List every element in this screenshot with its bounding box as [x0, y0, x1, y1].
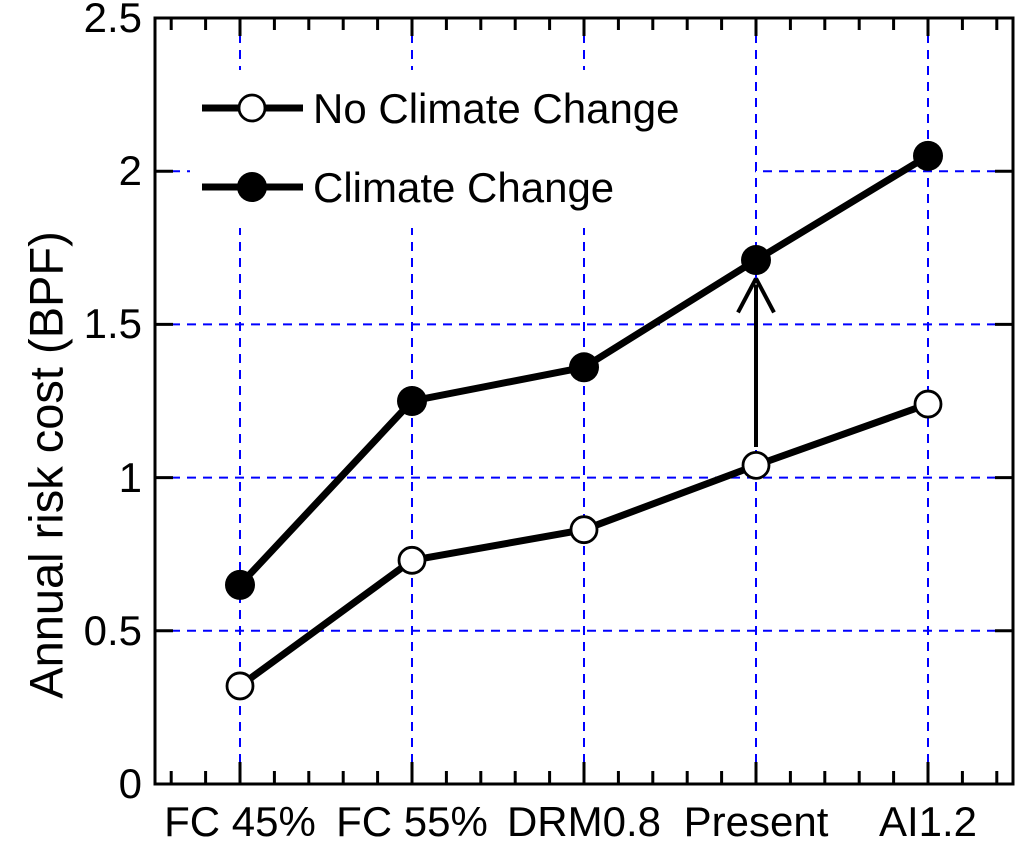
ytick-label-1: 1 [118, 454, 142, 501]
legend-background [190, 70, 755, 228]
data-point [397, 386, 427, 416]
data-point [741, 450, 771, 480]
data-point [397, 545, 427, 575]
ytick-label-0-5: 0.5 [83, 607, 142, 654]
data-point [913, 389, 943, 419]
data-point [569, 515, 599, 545]
ytick-label-2-5: 2.5 [83, 0, 142, 41]
data-point [569, 352, 599, 383]
annotation-arrow-head [736, 277, 758, 314]
xtick-label-drm08: DRM0.8 [506, 798, 662, 845]
data-point [225, 569, 255, 600]
data-point [913, 140, 943, 171]
data-point [741, 245, 771, 276]
ytick-label-0: 0 [118, 760, 142, 807]
xtick-label-ai12: AI1.2 [878, 798, 978, 845]
ytick-label-1-5: 1.5 [83, 300, 142, 347]
legend-marker-open-circle [237, 93, 267, 123]
legend-label-no-climate-change: No Climate Change [313, 85, 680, 132]
xtick-label-fc55: FC 55% [336, 798, 488, 845]
xtick-label-present: Present [683, 798, 829, 845]
data-point [225, 671, 255, 701]
ytick-label-2: 2 [118, 147, 142, 194]
xtick-label-fc45: FC 45% [164, 798, 316, 845]
annotation-arrow-head [754, 277, 776, 314]
legend-marker-filled-circle [237, 172, 267, 202]
legend-label-climate-change: Climate Change [313, 164, 615, 211]
